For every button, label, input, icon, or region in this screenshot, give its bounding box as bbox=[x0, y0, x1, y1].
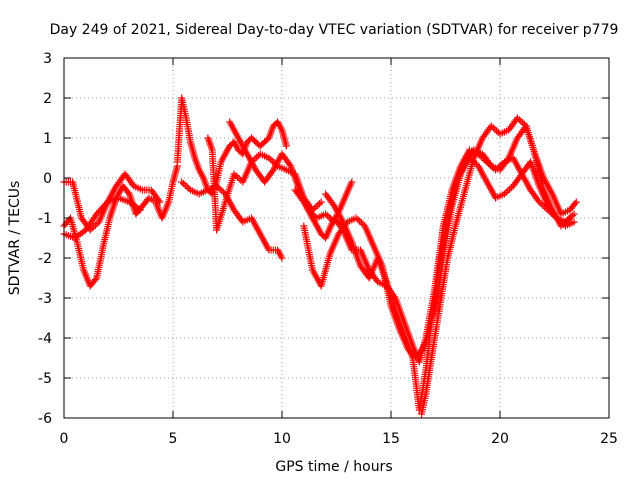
data-point bbox=[136, 206, 144, 214]
data-point bbox=[91, 221, 99, 229]
x-axis-label: GPS time / hours bbox=[275, 459, 392, 475]
data-point bbox=[348, 178, 356, 186]
data-point bbox=[354, 216, 362, 224]
series-track-a bbox=[60, 162, 181, 290]
data-point bbox=[572, 198, 580, 206]
data-point bbox=[537, 200, 545, 208]
data-point bbox=[519, 119, 527, 127]
data-point bbox=[156, 198, 164, 206]
data-point bbox=[93, 210, 101, 218]
y-tick-label: 2 bbox=[43, 91, 52, 107]
data-point bbox=[559, 220, 567, 228]
data-point bbox=[251, 155, 259, 163]
series-track-c bbox=[60, 194, 144, 242]
y-tick-label: -1 bbox=[38, 211, 52, 227]
data-point bbox=[322, 210, 330, 218]
data-point bbox=[325, 213, 333, 221]
data-point bbox=[487, 122, 495, 130]
data-point bbox=[571, 200, 579, 208]
data-point bbox=[329, 200, 337, 208]
data-point bbox=[124, 188, 132, 196]
data-point bbox=[506, 185, 514, 193]
data-point bbox=[286, 160, 293, 168]
y-tick-label: -3 bbox=[38, 291, 52, 307]
data-point bbox=[267, 156, 275, 164]
data-point bbox=[566, 214, 574, 222]
x-tick-label: 25 bbox=[600, 431, 618, 447]
data-point bbox=[185, 184, 193, 192]
data-point bbox=[534, 196, 542, 204]
data-point bbox=[99, 203, 107, 211]
data-point bbox=[183, 183, 191, 191]
x-tick-label: 10 bbox=[273, 431, 291, 447]
data-point bbox=[299, 196, 307, 204]
data-point bbox=[91, 276, 99, 284]
data-point bbox=[357, 219, 365, 227]
y-tick-label: 3 bbox=[43, 51, 52, 67]
data-point bbox=[410, 351, 418, 359]
data-point bbox=[216, 185, 224, 193]
x-tick-label: 20 bbox=[491, 431, 509, 447]
data-point bbox=[491, 125, 499, 133]
data-point bbox=[515, 116, 523, 124]
data-point bbox=[155, 196, 163, 204]
data-point bbox=[96, 207, 104, 215]
data-point bbox=[220, 188, 228, 196]
data-point bbox=[94, 208, 102, 216]
chart-title: Day 249 of 2021, Sidereal Day-to-day VTE… bbox=[50, 22, 619, 38]
y-tick-label: 0 bbox=[43, 171, 52, 187]
data-point bbox=[562, 217, 570, 225]
y-tick-label: -6 bbox=[38, 411, 52, 427]
y-tick-label: -5 bbox=[38, 371, 52, 387]
data-point bbox=[180, 180, 187, 188]
data-point bbox=[570, 218, 578, 226]
y-tick-label: -2 bbox=[38, 251, 52, 267]
ticks bbox=[63, 57, 610, 419]
data-point bbox=[282, 142, 290, 150]
data-point bbox=[310, 204, 318, 212]
data-points bbox=[60, 94, 580, 418]
y-axis-label: SDTVAR / TECUs bbox=[7, 181, 23, 296]
data-point bbox=[570, 210, 578, 218]
data-point bbox=[316, 200, 323, 208]
data-point bbox=[359, 220, 367, 228]
x-tick-label: 0 bbox=[60, 431, 69, 447]
series-track-k bbox=[418, 114, 574, 418]
data-point bbox=[500, 190, 508, 198]
x-tick-label: 5 bbox=[169, 431, 178, 447]
x-tick-label: 15 bbox=[382, 431, 400, 447]
plot-frame bbox=[63, 57, 610, 419]
y-tick-label: -4 bbox=[38, 331, 52, 347]
data-point bbox=[102, 200, 110, 208]
data-point bbox=[406, 348, 414, 356]
data-point bbox=[314, 201, 322, 209]
data-point bbox=[502, 188, 510, 196]
data-point bbox=[268, 168, 276, 176]
data-point bbox=[101, 201, 108, 209]
data-point bbox=[317, 198, 325, 206]
data-point bbox=[504, 156, 511, 164]
data-point bbox=[235, 175, 243, 183]
y-tick-label: 1 bbox=[43, 131, 52, 147]
data-point bbox=[278, 254, 286, 262]
data-point bbox=[232, 172, 240, 180]
